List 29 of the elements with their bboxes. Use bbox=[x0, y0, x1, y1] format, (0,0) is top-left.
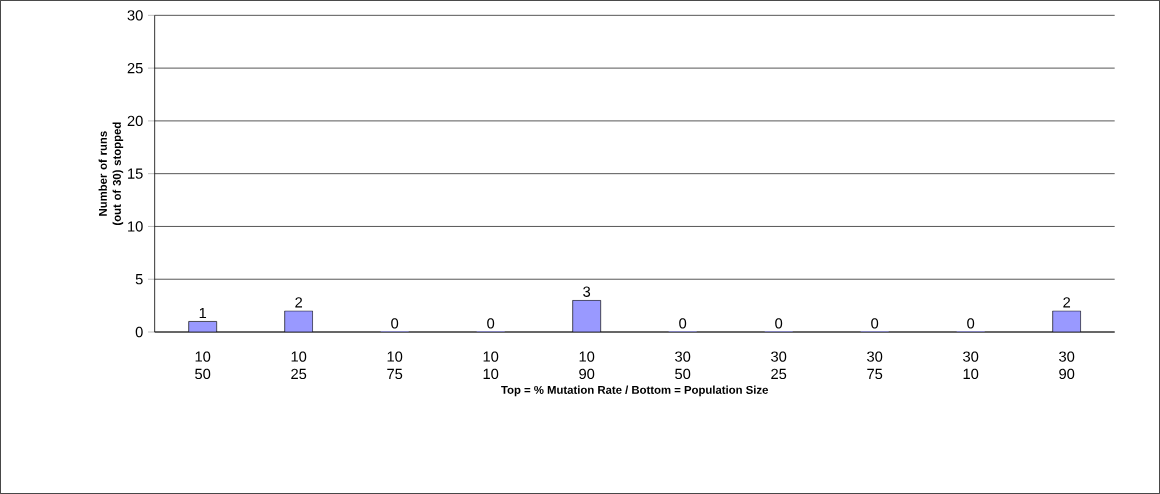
data-label: 0 bbox=[871, 318, 879, 329]
x-tick-label: 10 50 bbox=[195, 351, 211, 380]
y-tick-label: 30 bbox=[127, 10, 143, 21]
x-axis-title: Top = % Mutation Rate / Bottom = Population Size bbox=[501, 385, 768, 397]
x-tick-label: 10 75 bbox=[387, 351, 403, 380]
x-tick-label: 10 25 bbox=[291, 351, 307, 380]
data-label: 3 bbox=[583, 286, 591, 297]
data-label: 2 bbox=[295, 297, 303, 308]
x-tick-label: 10 10 bbox=[483, 351, 499, 380]
x-tick-label: 30 50 bbox=[675, 351, 691, 380]
data-label: 0 bbox=[487, 318, 495, 329]
data-label: 1 bbox=[199, 307, 207, 318]
data-label: 0 bbox=[967, 318, 975, 329]
y-tick-label: 15 bbox=[128, 168, 143, 179]
x-tick-label: 10 90 bbox=[579, 351, 595, 380]
y-axis-title: Number of runs (out of 30) stopped bbox=[98, 122, 124, 226]
y-tick-label: 0 bbox=[135, 326, 143, 338]
data-label: 0 bbox=[775, 318, 783, 329]
data-label: 0 bbox=[679, 318, 687, 329]
data-label: 2 bbox=[1063, 297, 1071, 308]
x-tick-label: 30 25 bbox=[771, 351, 787, 380]
y-tick-label: 25 bbox=[127, 62, 143, 74]
data-label: 0 bbox=[391, 318, 399, 329]
x-tick-label: 30 90 bbox=[1059, 351, 1075, 380]
y-tick-label: 5 bbox=[135, 274, 143, 285]
x-tick-label: 30 75 bbox=[867, 351, 883, 380]
y-tick-label: 20 bbox=[127, 115, 143, 127]
y-tick-label: 10 bbox=[128, 221, 143, 232]
x-tick-label: 30 10 bbox=[963, 351, 979, 380]
